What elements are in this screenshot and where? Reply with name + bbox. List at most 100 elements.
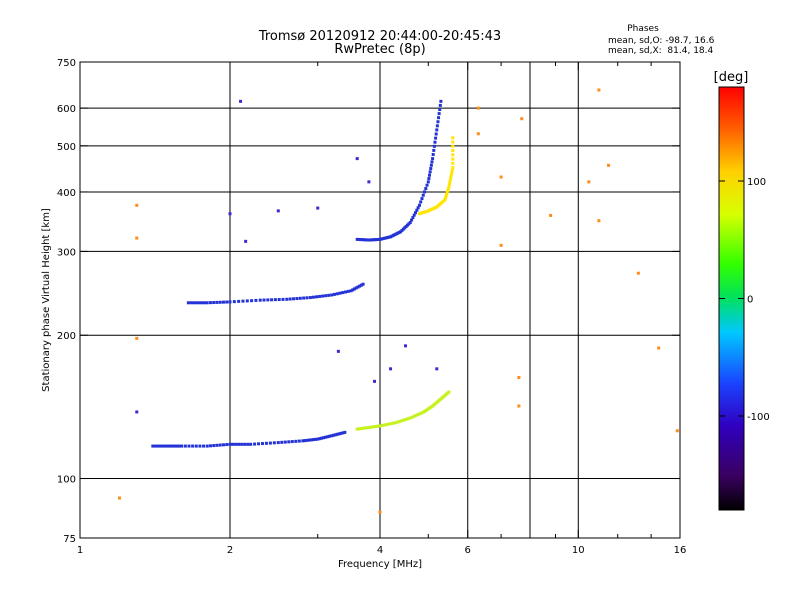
data-point (368, 238, 372, 242)
data-point (208, 444, 212, 448)
data-point (373, 425, 377, 429)
data-point (202, 444, 206, 448)
data-point (239, 99, 243, 103)
data-point (451, 144, 455, 148)
data-point (607, 163, 611, 167)
data-point (208, 301, 212, 305)
data-point (370, 425, 374, 429)
data-point (373, 238, 377, 242)
data-point (358, 284, 362, 288)
data-point (203, 301, 207, 305)
data-point (362, 426, 366, 430)
colorbar-label: [deg] (714, 70, 749, 85)
data-point (194, 444, 198, 448)
data-point (436, 120, 440, 124)
data-point (429, 167, 433, 171)
data-point (549, 213, 553, 217)
data-point (446, 189, 450, 193)
data-point (381, 237, 385, 241)
data-point (337, 432, 341, 436)
data-point (339, 431, 343, 435)
data-point (135, 336, 139, 340)
data-point (476, 106, 480, 110)
data-point (367, 425, 371, 429)
data-point (447, 185, 451, 189)
phase-line-x: mean, sd,X: 81.4, 18.4 (608, 46, 714, 56)
data-point (341, 431, 345, 435)
data-point (356, 285, 360, 289)
data-point (404, 417, 408, 421)
data-point (431, 157, 435, 161)
data-point (178, 444, 182, 448)
data-point (330, 434, 334, 438)
data-point (402, 418, 406, 422)
data-point (159, 444, 163, 448)
data-point (450, 168, 454, 172)
data-point (435, 128, 439, 132)
data-point (443, 198, 447, 202)
data-point (260, 442, 264, 446)
data-point (197, 301, 201, 305)
data-point (335, 432, 339, 436)
data-point (380, 237, 384, 241)
data-point (414, 413, 418, 417)
axis-ticks: 1 2 4 6 10 16 75 100 200 300 400 500 600 750 (57, 58, 686, 556)
data-point (221, 443, 225, 447)
x-tick-label: 6 (465, 545, 471, 556)
data-point (205, 444, 209, 448)
data-point (155, 444, 159, 448)
data-point (412, 414, 416, 418)
data-point (320, 436, 324, 440)
data-point (218, 300, 222, 304)
data-point (417, 203, 421, 207)
data-point (378, 424, 382, 428)
data-point (254, 298, 258, 302)
data-point (283, 440, 287, 444)
data-point (341, 291, 345, 295)
data-point (424, 187, 428, 191)
data-point (276, 209, 280, 213)
phase-box-title: Phases (627, 24, 659, 34)
data-point (200, 301, 204, 305)
data-point (281, 297, 285, 301)
data-point (245, 299, 249, 303)
chart-title: Tromsø 20120912 20:44:00-20:45:43 (258, 29, 501, 44)
data-point (372, 238, 376, 242)
data-point (675, 429, 679, 433)
y-tick-label: 600 (57, 104, 76, 115)
data-point (322, 436, 326, 440)
data-point (411, 216, 415, 220)
data-point (445, 192, 449, 196)
data-point (287, 440, 291, 444)
data-point (324, 435, 328, 439)
data-point (302, 296, 306, 300)
data-point (228, 212, 232, 216)
y-axis-label: Stationary phase Virtual Height [km] (41, 208, 52, 392)
data-point (191, 444, 195, 448)
colorbar-ticks: 100 0 -100 (719, 177, 770, 423)
data-point (446, 187, 450, 191)
data-point (135, 236, 139, 240)
data-point (326, 435, 330, 439)
data-point (362, 238, 366, 242)
data-point (370, 238, 374, 242)
data-point (215, 443, 219, 447)
data-point (437, 112, 441, 116)
data-point (294, 439, 298, 443)
data-point (597, 88, 601, 92)
data-point (161, 444, 165, 448)
data-point (451, 161, 455, 165)
data-point (451, 153, 455, 157)
data-point (435, 367, 439, 371)
data-point (359, 238, 363, 242)
data-point (253, 442, 257, 446)
data-point (378, 510, 382, 514)
data-point (117, 496, 121, 500)
data-point (360, 238, 364, 242)
data-point (425, 183, 429, 187)
y-tick-label: 100 (57, 475, 76, 486)
data-point (415, 208, 419, 212)
colorbar-tick-label: 100 (747, 177, 766, 188)
data-point (499, 175, 503, 179)
